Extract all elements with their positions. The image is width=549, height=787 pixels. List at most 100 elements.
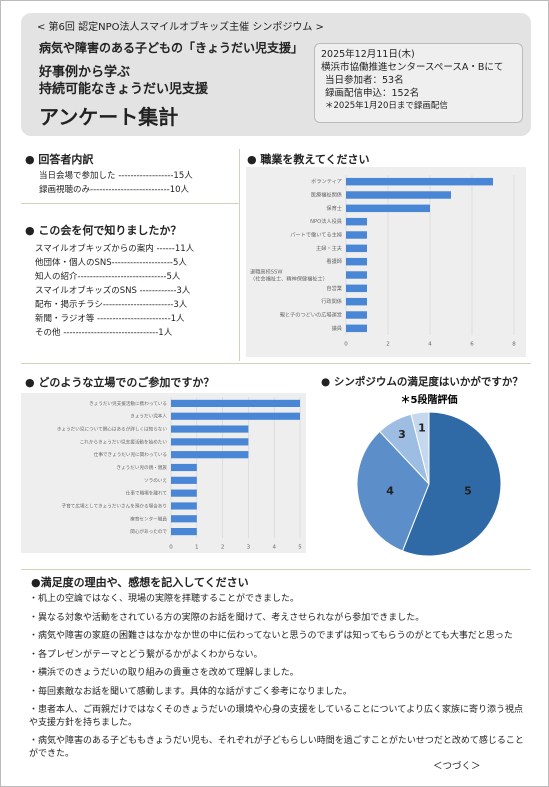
slice-label: 3 (398, 428, 406, 441)
bar (171, 502, 197, 510)
info-box: 2025年12月11日(木) 横浜市協働推進センタースペースA・Bにて 当日参加… (314, 43, 523, 123)
info: 録画配信申込：152名 (325, 88, 420, 99)
y-tick-label: きょうだい児本人 (130, 413, 167, 420)
section-title: ●満足度の理由や、感想を記入してください (31, 576, 249, 589)
bar (171, 489, 197, 497)
bar (171, 425, 249, 433)
info: 当日参加者：53名 (325, 75, 404, 86)
title: 持続可能なきょうだい児支援 (39, 82, 209, 97)
x-tick-label: 6 (470, 342, 474, 348)
y-tick-label: これからきょうだい児支援活動を始めたい (80, 438, 168, 445)
main-title: アンケート集計 (39, 105, 179, 129)
comment: ・毎回素敵なお話を聞いて感動します。具体的な話がすごく参考になりました。 (29, 686, 352, 697)
y-tick-label: ソラのいえ (144, 478, 167, 484)
bar (171, 515, 197, 523)
section-title: ● シンポジウムの満足度はいかがですか？ (321, 376, 523, 388)
y-tick-label: 主婦・主夫 (316, 244, 343, 252)
y-tick-label: ボランティア (311, 177, 342, 185)
bar (171, 476, 197, 484)
x-tick-label: 0 (344, 342, 348, 348)
list-line: 当日会場で参加した ------------------15人 (39, 171, 193, 181)
x-tick-label: 3 (247, 545, 251, 551)
y-tick-label: 療育センター職員 (130, 515, 167, 522)
bar (346, 177, 493, 186)
x-tick-label: 4 (272, 545, 276, 551)
y-tick-label: 看護師 (326, 257, 342, 265)
slice-label: 1 (418, 421, 426, 434)
list-line: その他 -------------------------------1人 (35, 328, 173, 338)
comment: ・患者本人、ご両親だけではなくそのきょうだいの環境や心身の支援をしていることにつ… (29, 705, 524, 728)
bar (346, 244, 367, 253)
section-title: ● 回答者内訳 (25, 153, 94, 166)
x-tick-label: 0 (169, 545, 173, 551)
comment: ・病気や障害のある子どももきょうだい児も、それぞれが子どもらしい時間を過ごすこと… (29, 736, 524, 759)
bar (171, 399, 300, 407)
bar (171, 438, 249, 446)
bar (346, 311, 367, 319)
x-tick-label: 8 (512, 342, 516, 348)
bar (171, 463, 197, 472)
bar (346, 231, 367, 239)
bar (346, 257, 367, 266)
list: 当日会場で参加した ------------------15人 録画視聴のみ--… (39, 169, 193, 197)
x-tick-label: 2 (221, 545, 225, 551)
y-tick-label: 議員 (332, 324, 342, 332)
y-tick-label: 自営業 (326, 284, 342, 292)
pie-slice (410, 411, 430, 485)
comments: ・机上の空論ではなく、現場の実際を拝聴することができました。・異なる対象や活動を… (29, 593, 529, 766)
separator (21, 203, 239, 204)
y-tick-label: きょうだい児の親・親族 (116, 464, 167, 471)
separator (21, 569, 531, 570)
pie-slice (356, 430, 430, 552)
title: 好事例から学ぶ (39, 65, 131, 80)
section-title: ● この会を何で知りましたか？ (25, 224, 182, 237)
section-title: ● 職業を教えてください (247, 153, 370, 166)
bar (346, 324, 367, 333)
bar (346, 217, 367, 226)
list-line: スマイルオブキッズのSNS ------------3人 (35, 286, 191, 296)
section-title: ● どのような立場でのご参加ですか？ (25, 376, 215, 389)
bar (346, 271, 367, 279)
continued: ＜つづく＞ (433, 761, 481, 772)
comment: ・異なる対象や活動をされている方の実際のお話を聞けて、考えさせられながら参加でき… (29, 612, 425, 623)
bar (171, 412, 300, 420)
list: スマイルオブキッズからの案内 ------11人 他団体・個人のSNS------… (35, 242, 194, 340)
list-line: スマイルオブキッズからの案内 ------11人 (35, 244, 195, 254)
separator (239, 149, 240, 361)
bar (346, 284, 367, 293)
slice-label: 4 (386, 484, 394, 497)
x-tick-label: 1 (195, 545, 199, 551)
info: 横浜市協働推進センタースペースA・Bにて (321, 62, 504, 73)
y-tick-label: 親と子のつどいの広場運営 (280, 311, 342, 319)
list-line: 録画視聴のみ--------------------------10人 (39, 185, 190, 195)
x-tick-label: 5 (298, 545, 302, 551)
bar (346, 191, 451, 199)
y-tick-label: パートで働いてる主婦 (290, 231, 342, 239)
y-tick-label: 行政関係 (321, 297, 342, 305)
info: 2025年12月11日(木) (321, 49, 415, 60)
y-tick-label: 退職高校SSW （社会福祉士、精神保健福祉士） (250, 267, 328, 282)
comment: ・各プレゼンがテーマとどう繋がるかがよくわからない。 (29, 649, 263, 660)
list-line: 配布・掲示チラシ-----------------------3人 (35, 300, 188, 310)
bar (171, 528, 197, 536)
x-tick-label: 4 (428, 342, 432, 348)
pie-slice (401, 411, 502, 557)
bar (346, 297, 367, 306)
list-line: 他団体・個人のSNS--------------------5人 (35, 258, 187, 268)
y-tick-label: 仕事で職場を離れて (126, 490, 168, 497)
theme: 病気や障害のある子どもの「きょうだい児支援」 (39, 41, 304, 55)
comment: ・机上の空論ではなく、現場の実際を拝聴することができました。 (29, 594, 300, 604)
list-line: 知人の紹介-----------------------------5人 (35, 272, 181, 282)
y-tick-label: 保育士 (326, 204, 342, 212)
subtitle: ＊5段階評価 (401, 393, 458, 406)
chart: ＊5段階評価 5 4 31 (356, 393, 502, 557)
bar (171, 451, 249, 459)
y-tick-label: 医療福祉関係 (311, 191, 342, 199)
y-tick-label: きょうだい児について関心はあるが詳しくは知らない (57, 426, 168, 433)
y-tick-label: NPO法人役員 (310, 217, 342, 225)
list-line: 新聞・ラジオ等 ------------------------1人 (35, 314, 185, 324)
symposium: < 第6回 認定NPO法人スマイルオブキッズ主催 シンポジウム > (37, 22, 324, 33)
info: ＊2025年1月20日まで録画配信 (325, 101, 448, 111)
